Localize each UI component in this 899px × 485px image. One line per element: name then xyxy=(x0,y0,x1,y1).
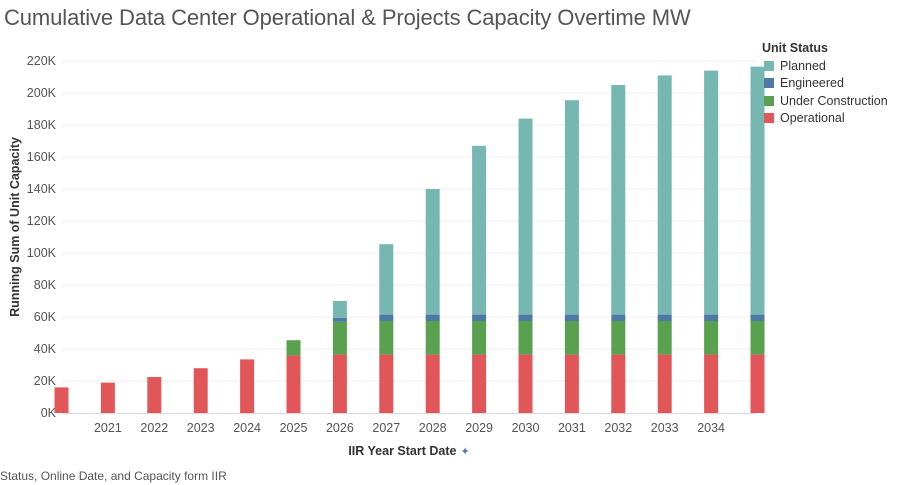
bar-operational-2027[interactable] xyxy=(379,354,394,413)
bar-engineered-2032[interactable] xyxy=(611,314,626,321)
bar-planned-2031[interactable] xyxy=(564,100,579,315)
x-tick-label: 2031 xyxy=(558,421,586,435)
bar-under-construction-2027[interactable] xyxy=(379,321,394,355)
x-tick-label: 2023 xyxy=(187,421,215,435)
legend-label: Operational xyxy=(780,111,845,126)
legend-label: Planned xyxy=(780,58,826,73)
legend-swatch xyxy=(764,113,774,124)
bar-engineered-2030[interactable] xyxy=(518,314,533,321)
x-tick-label: 2027 xyxy=(372,421,400,435)
bar-planned-2028[interactable] xyxy=(425,189,440,315)
x-axis: 2021 2022 2023 2024 2025 2026 2027 2028 2029 2030… xyxy=(94,421,725,435)
x-tick-label: 2028 xyxy=(419,421,447,435)
y-tick-label: 140K xyxy=(27,182,57,196)
legend-label: Engineered xyxy=(780,76,844,91)
bar-engineered-2034[interactable] xyxy=(704,314,719,321)
x-tick-label: 2025 xyxy=(280,421,308,435)
y-tick-label: 180K xyxy=(27,118,57,132)
bar-operational-2035[interactable] xyxy=(750,354,765,413)
bar-engineered-2028[interactable] xyxy=(425,314,440,321)
x-tick-label: 2034 xyxy=(697,421,725,435)
bar-planned-2026[interactable] xyxy=(332,301,347,318)
bar-engineered-2029[interactable] xyxy=(472,314,487,321)
bar-under-construction-2025[interactable] xyxy=(286,340,301,356)
y-tick-label: 120K xyxy=(27,214,57,228)
gridlines xyxy=(62,60,756,382)
bar-operational-2031[interactable] xyxy=(564,354,579,413)
bar-planned-2027[interactable] xyxy=(379,244,394,315)
y-tick-label: 160K xyxy=(27,150,57,164)
y-tick-label: 100K xyxy=(27,246,57,260)
legend-item-under-construction[interactable]: Under Construction xyxy=(762,92,888,110)
bar-planned-2029[interactable] xyxy=(472,145,487,315)
legend-item-planned[interactable]: Planned xyxy=(762,57,888,75)
bar-engineered-2031[interactable] xyxy=(564,314,579,321)
chart-title: Cumulative Data Center Operational & Pro… xyxy=(4,5,691,30)
x-axis-title-text: IIR Year Start Date xyxy=(348,444,456,458)
bar-planned-2034[interactable] xyxy=(704,70,719,315)
bar-under-construction-2035[interactable] xyxy=(750,321,765,355)
bar-under-construction-2028[interactable] xyxy=(425,321,440,355)
bar-engineered-2027[interactable] xyxy=(379,314,394,321)
x-axis-title[interactable]: IIR Year Start Date ✦ xyxy=(348,444,469,458)
x-tick-label: 2033 xyxy=(651,421,679,435)
y-tick-label: 60K xyxy=(34,310,57,324)
y-tick-label: 80K xyxy=(34,278,57,292)
footnote: Status, Online Date, and Capacity form I… xyxy=(0,469,227,483)
bar-operational-2030[interactable] xyxy=(518,354,533,413)
bar-under-construction-2033[interactable] xyxy=(657,321,672,355)
bar-under-construction-2032[interactable] xyxy=(611,321,626,355)
bar-under-construction-2031[interactable] xyxy=(564,321,579,355)
legend-swatch xyxy=(764,95,774,106)
bar-under-construction-2026[interactable] xyxy=(332,321,347,355)
bar-under-construction-2029[interactable] xyxy=(472,321,487,355)
x-tick-label: 2029 xyxy=(465,421,493,435)
bar-planned-2030[interactable] xyxy=(518,118,533,315)
legend-label: Under Construction xyxy=(780,93,888,108)
bar-engineered-2026[interactable] xyxy=(332,317,347,322)
bar-operational-2025[interactable] xyxy=(286,355,301,413)
x-tick-label: 2022 xyxy=(140,421,168,435)
pin-icon: ✦ xyxy=(460,446,469,458)
bars xyxy=(54,66,765,413)
x-tick-label: 2024 xyxy=(233,421,261,435)
y-tick-label: 0K xyxy=(41,406,57,420)
bar-operational-2032[interactable] xyxy=(611,354,626,413)
bar-operational-2020[interactable] xyxy=(54,387,69,413)
bar-operational-2033[interactable] xyxy=(657,354,672,413)
bar-under-construction-2030[interactable] xyxy=(518,321,533,355)
bar-planned-2032[interactable] xyxy=(611,85,626,315)
x-tick-label: 2032 xyxy=(604,421,632,435)
bar-operational-2024[interactable] xyxy=(240,359,255,413)
y-tick-label: 20K xyxy=(34,374,57,388)
y-tick-label: 220K xyxy=(27,54,57,68)
bar-operational-2022[interactable] xyxy=(147,377,162,413)
y-tick-label: 40K xyxy=(34,342,57,356)
x-tick-label: 2030 xyxy=(512,421,540,435)
bar-operational-2026[interactable] xyxy=(332,354,347,413)
legend-swatch xyxy=(764,78,774,89)
legend-item-operational[interactable]: Operational xyxy=(762,110,888,128)
legend: Unit Status Planned Engineered Under Const… xyxy=(762,41,888,127)
bar-engineered-2035[interactable] xyxy=(750,314,765,321)
bar-under-construction-2034[interactable] xyxy=(704,321,719,355)
bar-planned-2035[interactable] xyxy=(750,66,765,315)
bar-operational-2034[interactable] xyxy=(704,354,719,413)
legend-item-engineered[interactable]: Engineered xyxy=(762,75,888,93)
y-tick-label: 200K xyxy=(27,86,57,100)
legend-title: Unit Status xyxy=(762,41,828,55)
bar-planned-2033[interactable] xyxy=(657,75,672,315)
legend-swatch xyxy=(764,60,774,71)
bar-engineered-2033[interactable] xyxy=(657,314,672,321)
x-tick-label: 2026 xyxy=(326,421,354,435)
bar-operational-2021[interactable] xyxy=(100,382,115,413)
y-axis-title: Running Sum of Unit Capacity xyxy=(8,137,22,317)
bar-operational-2023[interactable] xyxy=(193,368,208,413)
bar-operational-2029[interactable] xyxy=(472,354,487,413)
y-axis: 0K 20K 40K 60K 80K 100K 120K 140K 160K 180K 200K 22… xyxy=(27,54,57,420)
x-tick-label: 2021 xyxy=(94,421,122,435)
bar-operational-2028[interactable] xyxy=(425,354,440,413)
